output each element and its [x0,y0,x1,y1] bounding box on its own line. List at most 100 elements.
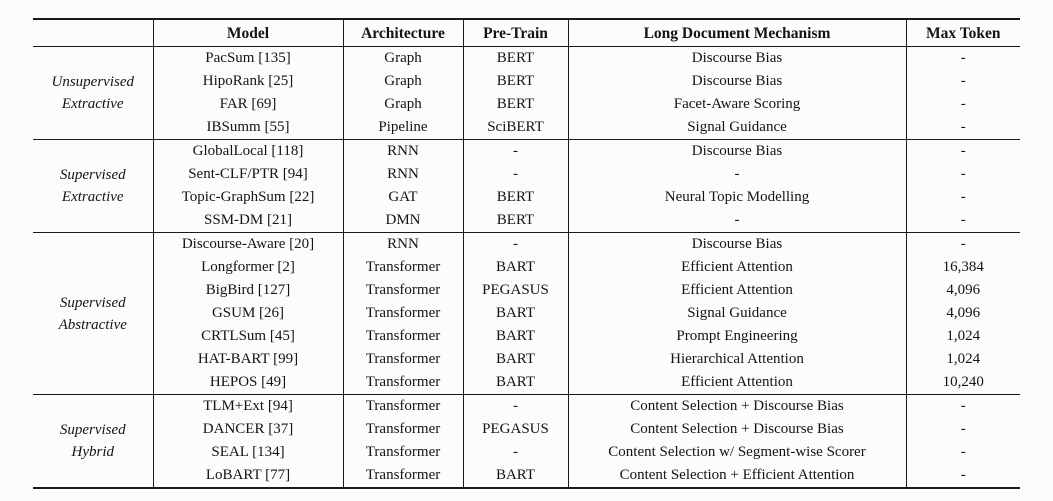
max-token-cell: - [905,70,1020,93]
mechanism-cell: Prompt Engineering [567,325,906,348]
model-cell: IBSumm [55] [152,116,343,140]
pretrain-cell: - [462,232,568,256]
model-cell: PacSum [135] [152,46,343,70]
mechanism-cell: Neural Topic Modelling [567,186,906,209]
max-token-cell: 10,240 [905,371,1020,395]
pretrain-cell: SciBERT [462,116,568,140]
group-label-cell: Unsupervised Extractive [33,46,153,140]
max-token-cell: - [905,186,1020,209]
architecture-cell: Graph [342,46,463,70]
mechanism-cell: Facet-Aware Scoring [567,93,906,116]
model-cell: Longformer [2] [152,256,343,279]
table-row: SSM-DM [21] DMN BERT - - [33,209,1020,233]
architecture-cell: Transformer [342,325,463,348]
column-header: Max Token [905,19,1020,47]
architecture-cell: Transformer [342,418,463,441]
mechanism-cell: Content Selection + Discourse Bias [567,394,906,418]
group-label-cell: Supervised Extractive [33,139,153,233]
architecture-cell: Graph [342,70,463,93]
corner-cell [33,19,153,47]
mechanism-cell: Efficient Attention [567,279,906,302]
table-row: GSUM [26] Transformer BART Signal Guidance 4… [33,302,1020,325]
mechanism-cell: Content Selection w/ Segment-wise Scorer [567,441,906,464]
model-cell: FAR [69] [152,93,343,116]
group-label-cell: Supervised Hybrid [33,394,153,488]
pretrain-cell: BART [462,256,568,279]
mechanism-cell: Signal Guidance [567,116,906,140]
architecture-cell: RNN [342,139,463,163]
mechanism-cell: Signal Guidance [567,302,906,325]
architecture-cell: GAT [342,186,463,209]
architecture-cell: Transformer [342,256,463,279]
model-cell: CRTLSum [45] [152,325,343,348]
architecture-cell: Transformer [342,464,463,488]
architecture-cell: Transformer [342,371,463,395]
column-header: Architecture [342,19,463,47]
pretrain-cell: BERT [462,93,568,116]
model-cell: GSUM [26] [152,302,343,325]
pretrain-cell: BERT [462,46,568,70]
model-cell: HipoRank [25] [152,70,343,93]
table-row: IBSumm [55] Pipeline SciBERT Signal Guidanc… [33,116,1020,140]
max-token-cell: - [905,163,1020,186]
pretrain-cell: BART [462,371,568,395]
max-token-cell: 4,096 [905,279,1020,302]
mechanism-cell: Hierarchical Attention [567,348,906,371]
table-row: Supervised Hybrid TLM+Ext [94] Transformer -… [33,394,1020,488]
model-cell: Topic-GraphSum [22] [152,186,343,209]
pretrain-cell: BART [462,464,568,488]
model-cell: TLM+Ext [94] [152,394,343,418]
pretrain-cell: BART [462,302,568,325]
model-cell: HAT-BART [99] [152,348,343,371]
column-header: Long Document Mechanism [567,19,906,47]
mechanism-cell: - [567,163,906,186]
pretrain-cell: BART [462,348,568,371]
summarization-models-table: Model Architecture Pre-Train Long Document … [33,18,1020,489]
table-row: SEAL [134] Transformer - Content Selection … [33,441,1020,464]
model-cell: Discourse-Aware [20] [152,232,343,256]
pretrain-cell: - [462,394,568,418]
pretrain-cell: - [462,139,568,163]
architecture-cell: Transformer [342,279,463,302]
header-row: Model Architecture Pre-Train Long Document … [33,19,1020,47]
pretrain-cell: PEGASUS [462,279,568,302]
mechanism-cell: Discourse Bias [567,232,906,256]
max-token-cell: - [905,441,1020,464]
architecture-cell: Transformer [342,394,463,418]
table-row: HEPOS [49] Transformer BART Efficient Atten… [33,371,1020,395]
architecture-cell: Transformer [342,302,463,325]
max-token-cell: 4,096 [905,302,1020,325]
model-cell: HEPOS [49] [152,371,343,395]
model-cell: Sent-CLF/PTR [94] [152,163,343,186]
pretrain-cell: - [462,441,568,464]
column-header: Pre-Train [462,19,568,47]
max-token-cell: 16,384 [905,256,1020,279]
mechanism-cell: Discourse Bias [567,70,906,93]
max-token-cell: - [905,394,1020,418]
pretrain-cell: BERT [462,209,568,233]
table-row: DANCER [37] Transformer PEGASUS Content Sel… [33,418,1020,441]
table-row: Supervised Extractive GlobalLocal [118] RNN… [33,139,1020,233]
max-token-cell: - [905,93,1020,116]
table-row: CRTLSum [45] Transformer BART Prompt Engine… [33,325,1020,348]
max-token-cell: 1,024 [905,348,1020,371]
max-token-cell: - [905,209,1020,233]
architecture-cell: Pipeline [342,116,463,140]
architecture-cell: DMN [342,209,463,233]
mechanism-cell: Efficient Attention [567,256,906,279]
mechanism-cell: - [567,209,906,233]
pretrain-cell: BART [462,325,568,348]
mechanism-cell: Discourse Bias [567,46,906,70]
table-row: HAT-BART [99] Transformer BART Hierarchical… [33,348,1020,371]
table-body: Unsupervised Extractive PacSum [135] Graph B… [33,46,1020,488]
architecture-cell: RNN [342,163,463,186]
table-row: Longformer [2] Transformer BART Efficient A… [33,256,1020,279]
column-header: Model [152,19,343,47]
architecture-cell: Graph [342,93,463,116]
table-row: HipoRank [25] Graph BERT Discourse Bias - [33,70,1020,93]
max-token-cell: 1,024 [905,325,1020,348]
max-token-cell: - [905,116,1020,140]
mechanism-cell: Content Selection + Efficient Attention [567,464,906,488]
table-row: FAR [69] Graph BERT Facet-Aware Scoring - [33,93,1020,116]
max-token-cell: - [905,418,1020,441]
